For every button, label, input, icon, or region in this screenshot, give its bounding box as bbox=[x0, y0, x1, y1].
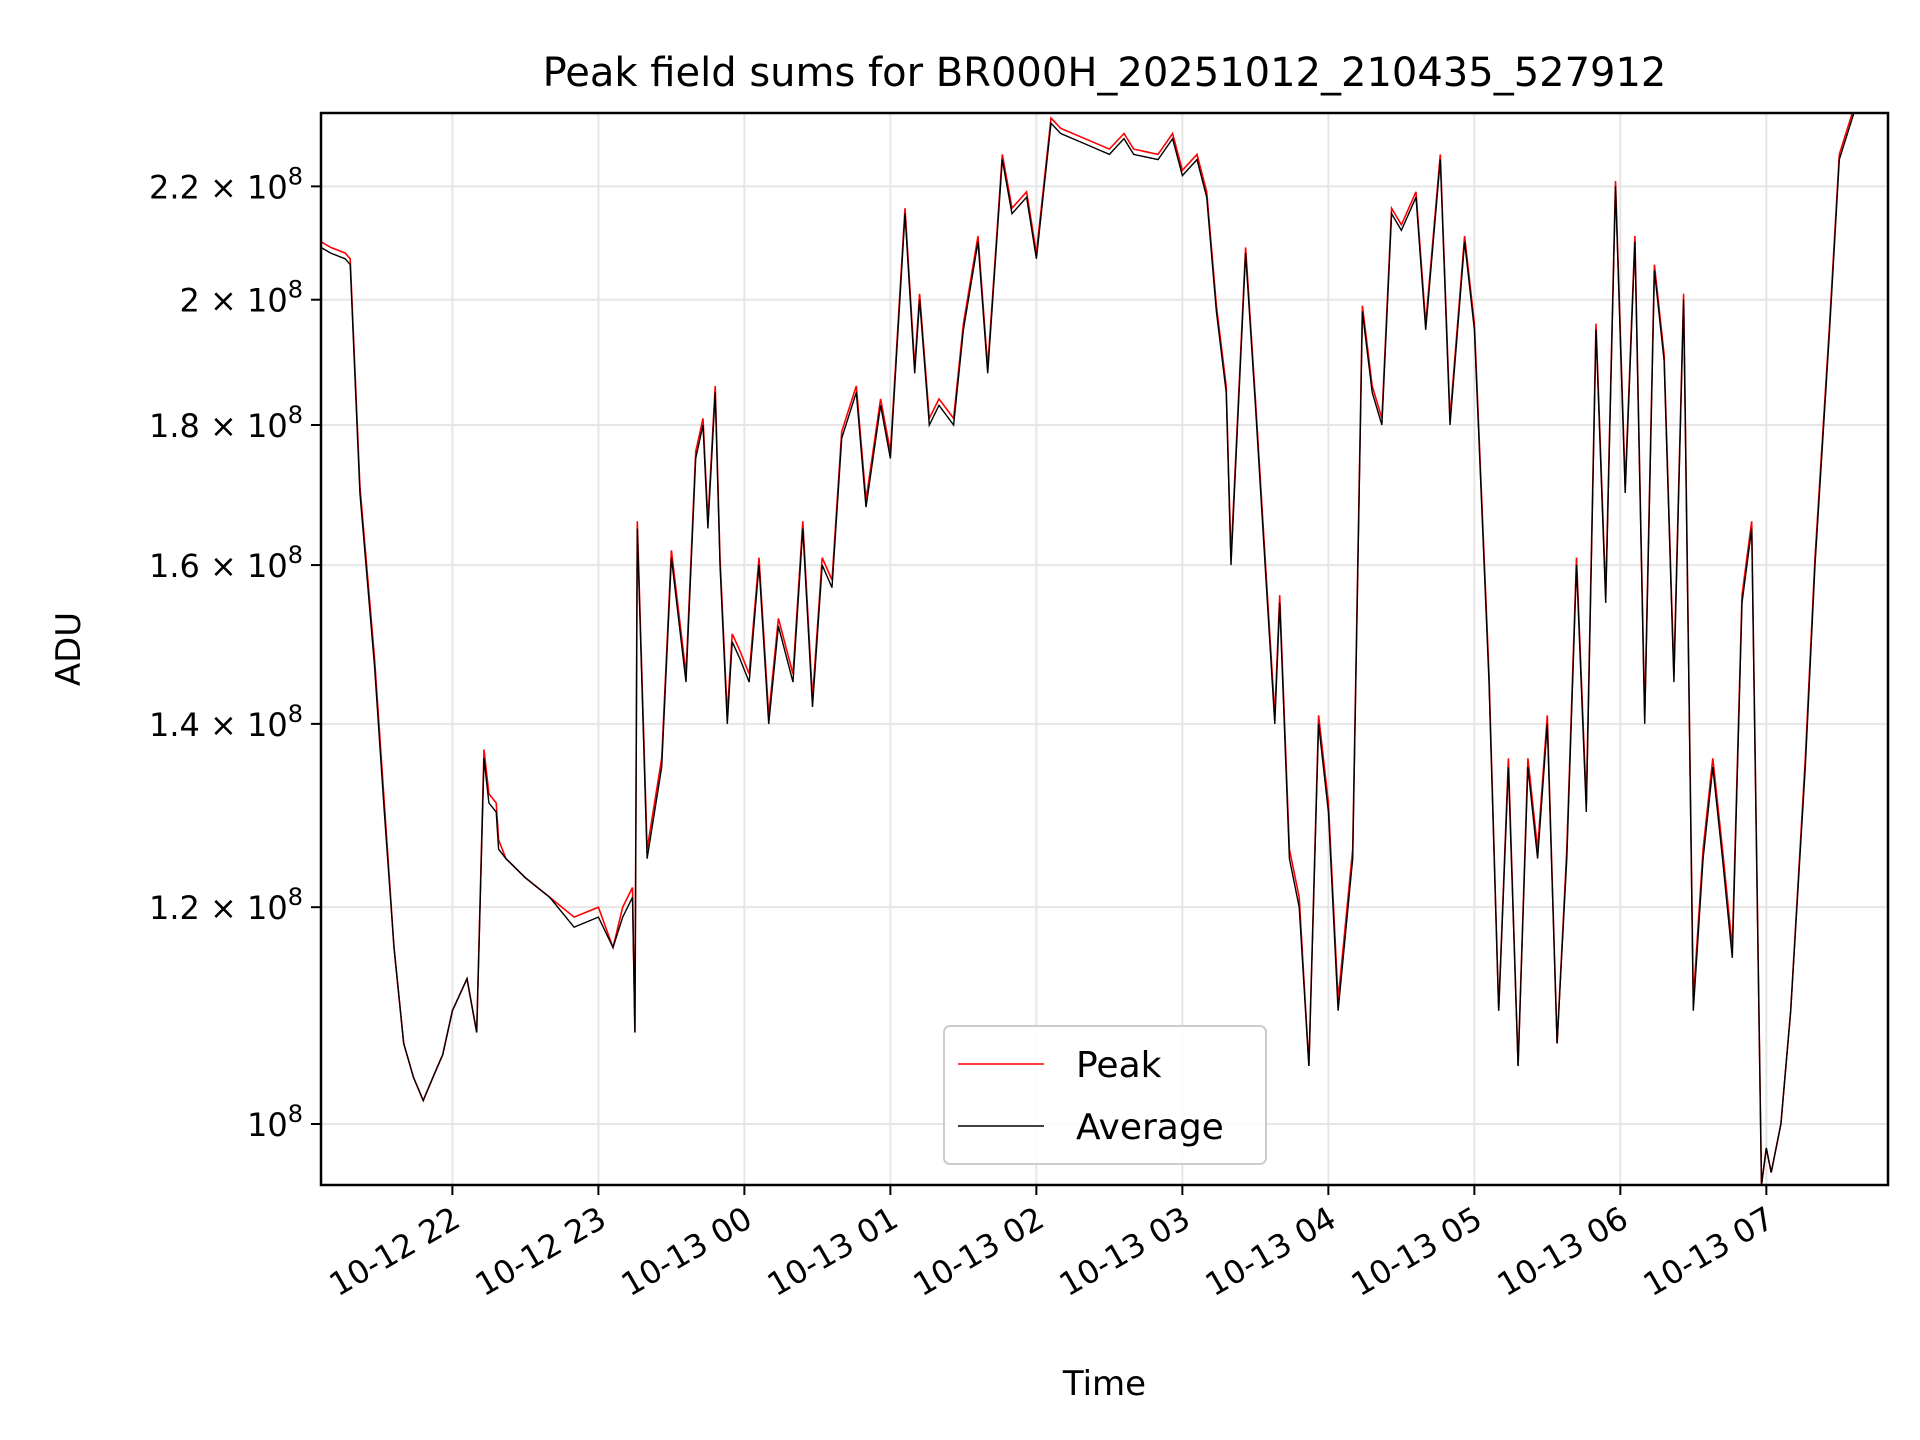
x-tick-label: 10-12 22 bbox=[323, 1199, 467, 1304]
chart-title: Peak field sums for BR000H_20251012_2104… bbox=[543, 50, 1667, 96]
y-axis-label: ADU bbox=[49, 612, 89, 686]
y-tick-label: 2.2 × 108 bbox=[149, 162, 303, 206]
axes-frame bbox=[319, 111, 1890, 1187]
x-tick-label: 10-13 06 bbox=[1491, 1199, 1635, 1304]
x-tick-label: 10-12 23 bbox=[469, 1199, 613, 1304]
y-tick-label: 1.4 × 108 bbox=[149, 700, 303, 744]
y-axis: 108 1.2 × 108 1.4 × 108 1.6 × 108 1.8 × 108 2… bbox=[149, 162, 321, 1144]
series-line-average bbox=[321, 113, 1855, 1185]
x-tick-label: 10-13 05 bbox=[1345, 1199, 1489, 1304]
x-tick-label: 10-13 02 bbox=[907, 1199, 1051, 1304]
x-tick-label: 10-13 01 bbox=[761, 1199, 905, 1304]
legend-label-peak: Peak bbox=[1076, 1045, 1162, 1086]
x-tick-label: 10-13 07 bbox=[1637, 1199, 1781, 1304]
x-axis: 10-12 22 10-12 23 10-13 00 10-13 01 10-13 02… bbox=[323, 1185, 1781, 1304]
legend-label-average: Average bbox=[1076, 1107, 1224, 1148]
y-tick-label: 108 bbox=[247, 1100, 303, 1144]
y-tick-label: 2 × 108 bbox=[179, 276, 303, 320]
x-tick-label: 10-13 04 bbox=[1199, 1199, 1343, 1304]
series-line-peak bbox=[321, 113, 1854, 1185]
y-tick-label: 1.8 × 108 bbox=[149, 401, 303, 445]
grid-lines bbox=[321, 113, 1888, 1185]
y-tick-label: 1.6 × 108 bbox=[149, 541, 303, 585]
series-layer bbox=[321, 113, 1855, 1185]
legend-box bbox=[943, 1025, 1267, 1165]
legend: Peak Average bbox=[943, 1025, 1267, 1165]
x-tick-label: 10-13 00 bbox=[615, 1199, 759, 1304]
x-axis-label: Time bbox=[1062, 1364, 1146, 1404]
y-tick-label: 1.2 × 108 bbox=[149, 883, 303, 927]
x-tick-label: 10-13 03 bbox=[1053, 1199, 1197, 1304]
